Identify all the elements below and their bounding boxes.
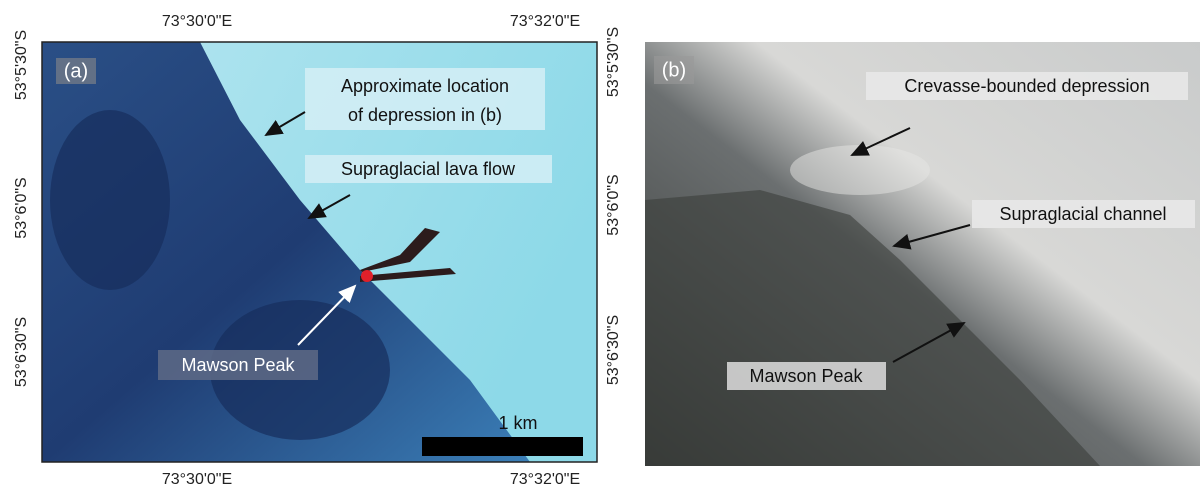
annotation: Supraglacial channel — [999, 204, 1166, 224]
annotation: Crevasse-bounded depression — [904, 76, 1149, 96]
panel-b: (b) Crevasse-bounded depression Supragla… — [645, 42, 1200, 466]
top-tick-label: 73°30'0"E — [162, 13, 232, 30]
vent — [361, 270, 373, 282]
panel-label: (b) — [662, 59, 686, 81]
right-tick-label: 53°5'30"S — [605, 27, 622, 97]
scale-bar — [422, 437, 583, 456]
right-tick-label: 53°6'0"S — [605, 174, 622, 235]
annotation: Supraglacial lava flow — [341, 159, 516, 179]
annotation: Mawson Peak — [181, 355, 295, 375]
right-tick-label: 53°6'30"S — [605, 315, 622, 385]
annotation: Mawson Peak — [749, 366, 863, 386]
left-tick-label: 53°5'30"S — [13, 30, 30, 100]
panel-label: (a) — [64, 60, 88, 82]
bottom-tick-label: 73°30'0"E — [162, 471, 232, 488]
top-tick-label: 73°32'0"E — [510, 13, 580, 30]
panel-a: (a) Approximate location of depression i… — [13, 13, 622, 488]
annotation: Approximate location — [341, 76, 509, 96]
bottom-tick-label: 73°32'0"E — [510, 471, 580, 488]
annotation: of depression in (b) — [348, 105, 502, 125]
figure: (a) Approximate location of depression i… — [0, 0, 1201, 495]
shadow — [50, 110, 170, 290]
depression — [790, 145, 930, 195]
scale-label: 1 km — [498, 413, 537, 433]
left-tick-label: 53°6'0"S — [13, 177, 30, 238]
left-tick-label: 53°6'30"S — [13, 317, 30, 387]
